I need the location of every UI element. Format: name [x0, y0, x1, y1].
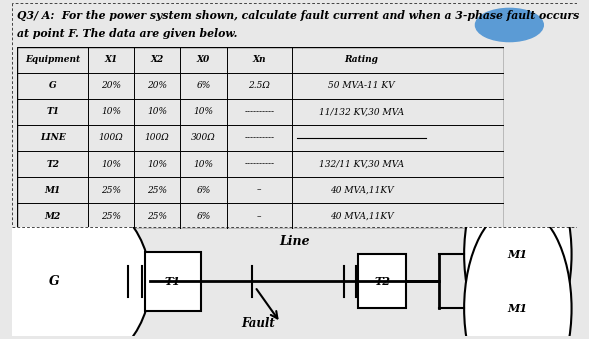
Text: 100Ω: 100Ω [145, 134, 170, 142]
Text: T2: T2 [374, 276, 390, 287]
Text: T1: T1 [46, 107, 59, 116]
Text: X2: X2 [151, 55, 164, 64]
Text: Line: Line [279, 235, 310, 248]
Text: –: – [257, 186, 262, 195]
Text: G: G [49, 275, 59, 288]
Ellipse shape [0, 185, 150, 339]
Text: T2: T2 [46, 160, 59, 168]
Text: M2: M2 [45, 212, 61, 221]
Text: 10%: 10% [101, 107, 121, 116]
Text: 11/132 KV,30 MVA: 11/132 KV,30 MVA [319, 107, 404, 116]
Text: 25%: 25% [147, 186, 167, 195]
Text: Xn: Xn [253, 55, 266, 64]
Text: M1: M1 [508, 303, 528, 314]
Ellipse shape [475, 8, 543, 42]
Text: Rating: Rating [345, 55, 378, 64]
Text: 6%: 6% [196, 212, 210, 221]
Text: M1: M1 [508, 249, 528, 260]
Text: ----------: ---------- [244, 134, 274, 142]
Text: M1: M1 [45, 186, 61, 195]
Text: 20%: 20% [147, 81, 167, 90]
Text: 25%: 25% [147, 212, 167, 221]
Text: Q3/ A:  For the power system shown, calculate fault current and when a 3-phase f: Q3/ A: For the power system shown, calcu… [18, 10, 580, 21]
Text: T1: T1 [165, 276, 181, 287]
Text: 100Ω: 100Ω [99, 134, 124, 142]
Text: 40 MVA,11KV: 40 MVA,11KV [330, 212, 393, 221]
Text: 25%: 25% [101, 212, 121, 221]
Text: 6%: 6% [196, 186, 210, 195]
Text: 300Ω: 300Ω [191, 134, 216, 142]
Text: Equipment: Equipment [25, 55, 80, 64]
Bar [358, 254, 406, 308]
Text: 25%: 25% [101, 186, 121, 195]
Ellipse shape [464, 207, 571, 339]
Text: 2.5Ω: 2.5Ω [249, 81, 270, 90]
Text: at point F. The data are given below.: at point F. The data are given below. [18, 28, 238, 39]
Bar [145, 252, 201, 311]
Text: ----------: ---------- [244, 160, 274, 168]
Text: 132/11 KV,30 MVA: 132/11 KV,30 MVA [319, 160, 404, 168]
Text: X0: X0 [197, 55, 210, 64]
Text: 10%: 10% [147, 160, 167, 168]
Text: G: G [49, 81, 57, 90]
Text: –: – [257, 212, 262, 221]
Text: LINE: LINE [40, 134, 65, 142]
Text: 40 MVA,11KV: 40 MVA,11KV [330, 186, 393, 195]
Text: 10%: 10% [193, 160, 213, 168]
Text: 10%: 10% [193, 107, 213, 116]
Text: 6%: 6% [196, 81, 210, 90]
Text: 10%: 10% [147, 107, 167, 116]
Text: 20%: 20% [101, 81, 121, 90]
Ellipse shape [464, 153, 571, 339]
Text: 10%: 10% [101, 160, 121, 168]
Text: ----------: ---------- [244, 107, 274, 116]
Text: Fault: Fault [241, 317, 274, 330]
Text: X1: X1 [104, 55, 118, 64]
Text: 50 MVA-11 KV: 50 MVA-11 KV [328, 81, 395, 90]
